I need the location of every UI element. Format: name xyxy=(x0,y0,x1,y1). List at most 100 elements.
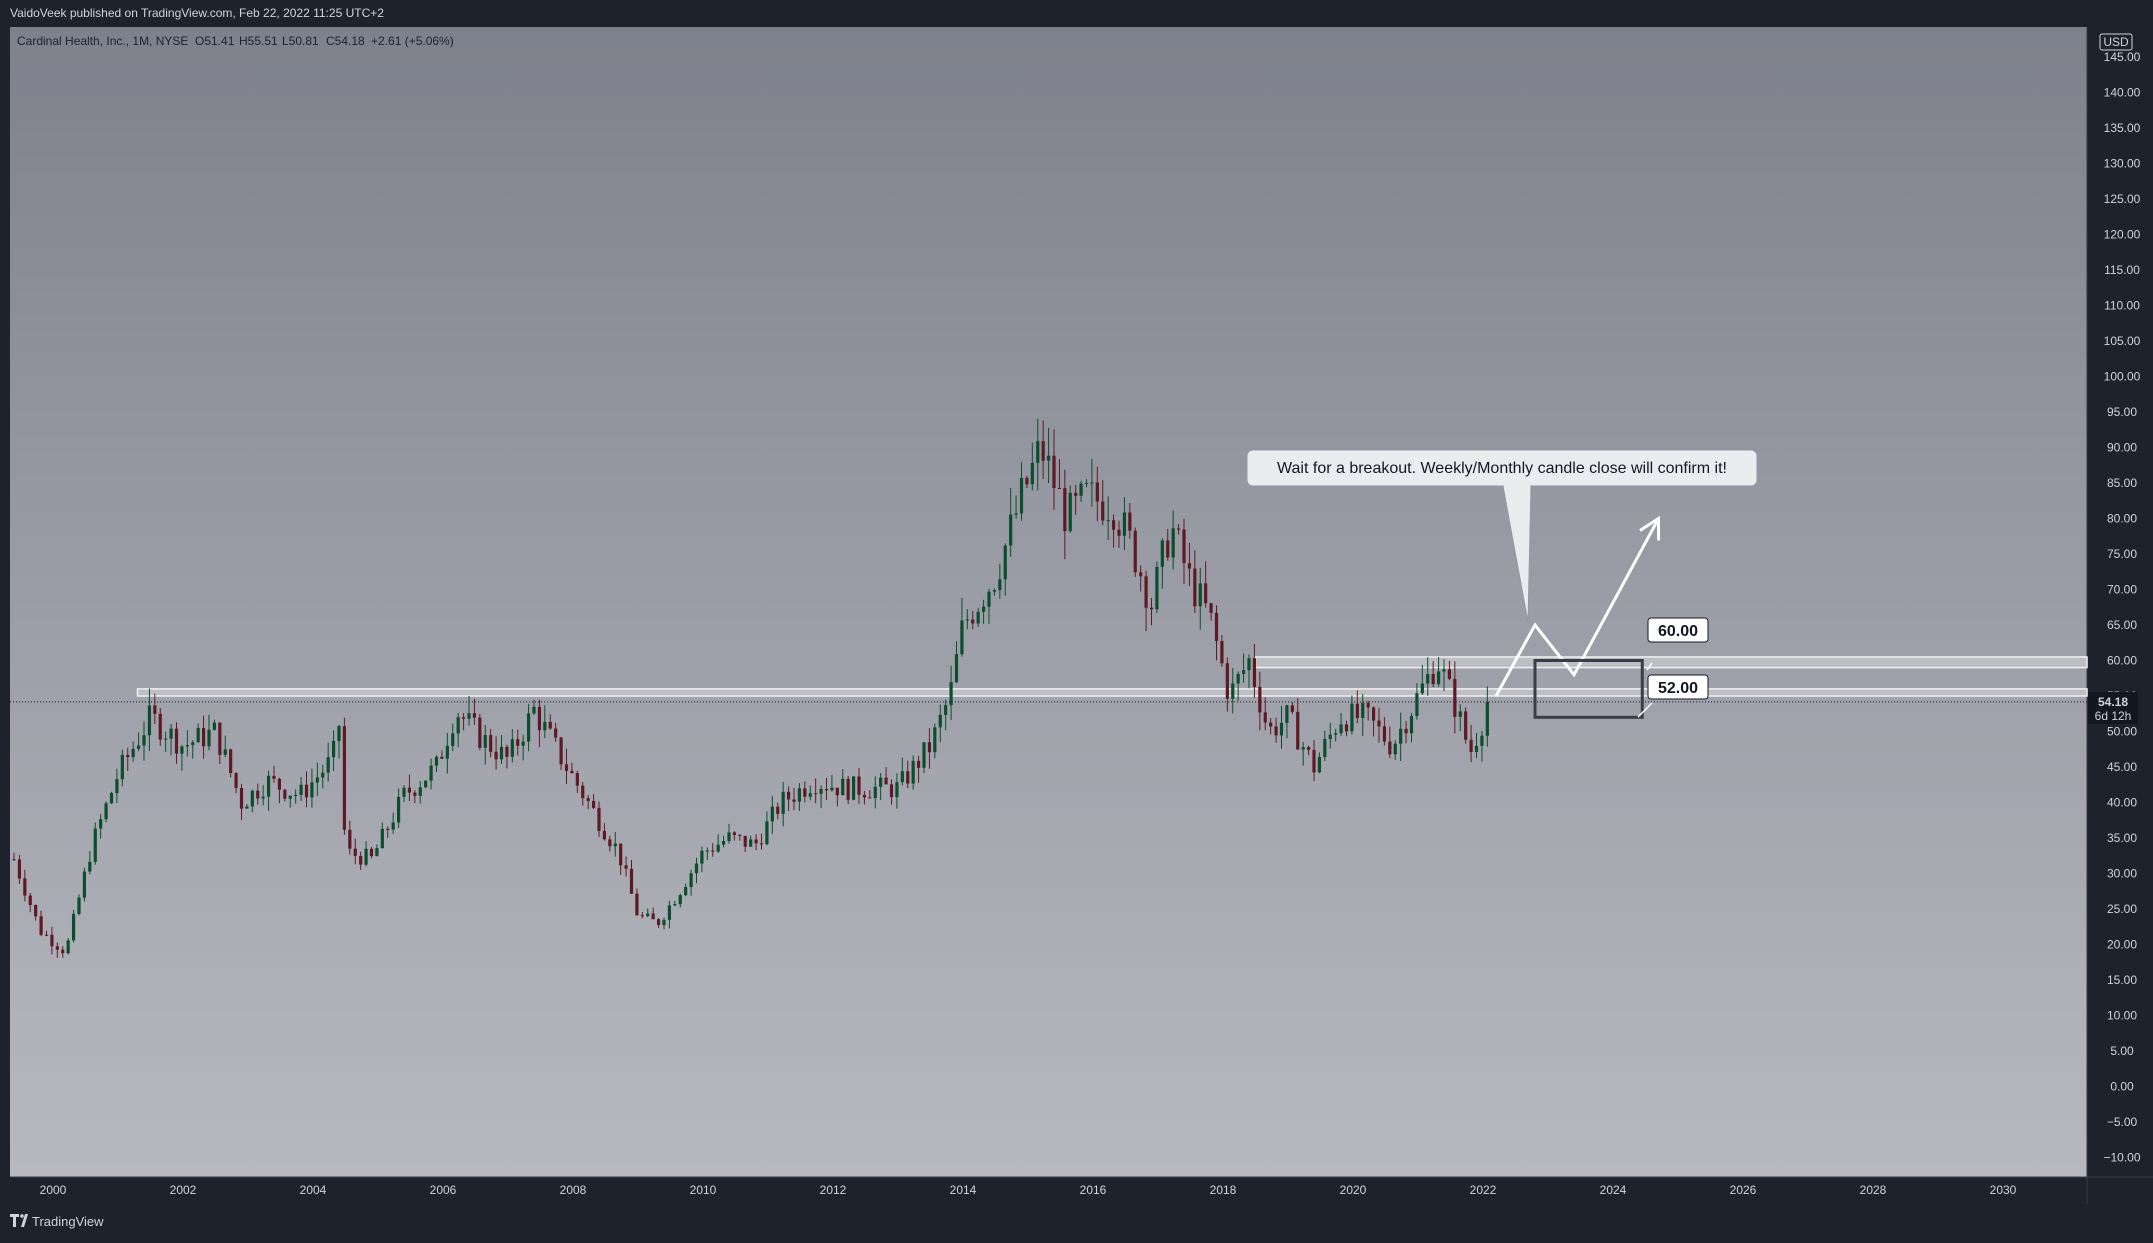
candle-body xyxy=(1106,520,1110,522)
candle-body xyxy=(1453,678,1457,717)
candle-body xyxy=(440,756,444,759)
candle-body xyxy=(1334,733,1338,735)
candle-body xyxy=(483,735,487,748)
level-zone-60[interactable] xyxy=(1254,656,2088,669)
y-tick-label: 65.00 xyxy=(2107,618,2137,632)
candle-body xyxy=(662,919,666,926)
level-zone-52[interactable] xyxy=(136,688,2088,697)
candle-body xyxy=(949,682,953,706)
candle-body xyxy=(1350,703,1354,732)
candle-body xyxy=(586,798,590,801)
candle-body xyxy=(1469,739,1473,752)
candle-body xyxy=(1160,540,1164,567)
y-tick-label: −5.00 xyxy=(2107,1115,2138,1129)
x-tick-label: 2002 xyxy=(170,1183,197,1197)
candle-body xyxy=(581,785,585,799)
candle-body xyxy=(375,848,379,857)
candle-body xyxy=(82,871,87,898)
candle-body xyxy=(851,776,856,800)
candle-body xyxy=(158,713,162,740)
candle-body xyxy=(104,803,108,820)
candle-body xyxy=(1122,512,1127,536)
candle-body xyxy=(191,742,195,746)
candle-body xyxy=(1269,722,1273,727)
candle-body xyxy=(169,728,173,739)
candle-body xyxy=(1317,756,1322,773)
candle-body xyxy=(1084,483,1089,485)
legend-close: C54.18 xyxy=(326,34,365,48)
level-label-60-text: 60.00 xyxy=(1658,623,1698,640)
candle-body xyxy=(424,780,428,788)
candle-body xyxy=(223,749,227,755)
candle-body xyxy=(380,828,384,849)
candle-body xyxy=(597,807,601,831)
candle-body xyxy=(472,713,477,718)
candle-body xyxy=(499,746,504,760)
candle-body xyxy=(467,713,471,719)
candle-body xyxy=(331,740,336,758)
candle-body xyxy=(673,904,677,906)
candle-body xyxy=(1128,512,1132,531)
candle-body xyxy=(1025,477,1029,485)
time-axis[interactable] xyxy=(10,1177,2087,1204)
chart-area[interactable]: 145.00 140.00 135.00 130.00 125.00 120.00 115.… xyxy=(0,27,2153,1204)
candle-body xyxy=(1074,492,1078,496)
candle-body xyxy=(922,742,926,768)
candle-body xyxy=(250,790,254,807)
candle-body xyxy=(884,777,888,785)
candle-body xyxy=(1079,483,1083,496)
candle-body xyxy=(1003,545,1007,580)
candle-body xyxy=(337,726,341,741)
candle-body xyxy=(689,873,693,887)
candle-body xyxy=(1447,669,1452,679)
candle-body xyxy=(1306,747,1311,750)
candle-body xyxy=(1057,487,1062,489)
legend-change: +2.61 (+5.06%) xyxy=(371,34,454,48)
candle-body xyxy=(391,822,395,830)
projection-path[interactable] xyxy=(1494,517,1660,697)
candle-body xyxy=(879,777,883,787)
candle-body xyxy=(153,705,157,714)
candle-body xyxy=(120,754,124,780)
candle-body xyxy=(998,579,1002,591)
y-tick-label: 10.00 xyxy=(2107,1009,2137,1023)
candle-body xyxy=(873,786,877,799)
publish-line: VaidoVeek published on TradingView.com, … xyxy=(10,6,384,20)
callout-box xyxy=(1246,449,1758,487)
candle-body xyxy=(407,787,412,793)
x-tick-label: 2022 xyxy=(1470,1183,1497,1197)
currency-badge[interactable] xyxy=(2099,33,2133,51)
annotation-callout[interactable]: Wait for a breakout. Weekly/Monthly cand… xyxy=(1246,449,1758,623)
y-tick-label: 135.00 xyxy=(2104,121,2141,135)
level-label-60[interactable]: 60.00 xyxy=(1646,617,1709,671)
x-tick-label: 2012 xyxy=(820,1183,847,1197)
target-box[interactable] xyxy=(1533,659,1644,719)
y-tick-label: 130.00 xyxy=(2104,157,2141,171)
x-tick-label: 2016 xyxy=(1080,1183,1107,1197)
y-tick-label: 35.00 xyxy=(2107,831,2137,845)
candle-body xyxy=(1371,707,1376,721)
candle-body xyxy=(1052,455,1056,488)
price-axis[interactable] xyxy=(2087,27,2153,1177)
level-label-52[interactable]: 52.00 xyxy=(1637,674,1709,718)
candle-body xyxy=(299,784,303,795)
candle-body xyxy=(1111,520,1116,530)
candle-body xyxy=(754,839,758,844)
candle-body xyxy=(1399,728,1403,744)
candle-body xyxy=(759,843,764,845)
candle-body xyxy=(624,865,628,869)
candle-body xyxy=(635,893,639,916)
candle-body xyxy=(1220,641,1224,664)
y-tick-label: 125.00 xyxy=(2104,192,2141,206)
candle-body xyxy=(857,776,861,795)
candle-body xyxy=(1355,703,1359,719)
candle-body xyxy=(1409,715,1414,734)
candle-body xyxy=(803,788,807,797)
candle-body xyxy=(326,757,330,773)
candle-body xyxy=(1339,724,1343,734)
candle-body xyxy=(938,714,942,728)
candle-body xyxy=(608,839,612,847)
candle-body xyxy=(218,722,222,755)
candle-body xyxy=(1474,745,1479,752)
candle-body xyxy=(1426,674,1430,684)
